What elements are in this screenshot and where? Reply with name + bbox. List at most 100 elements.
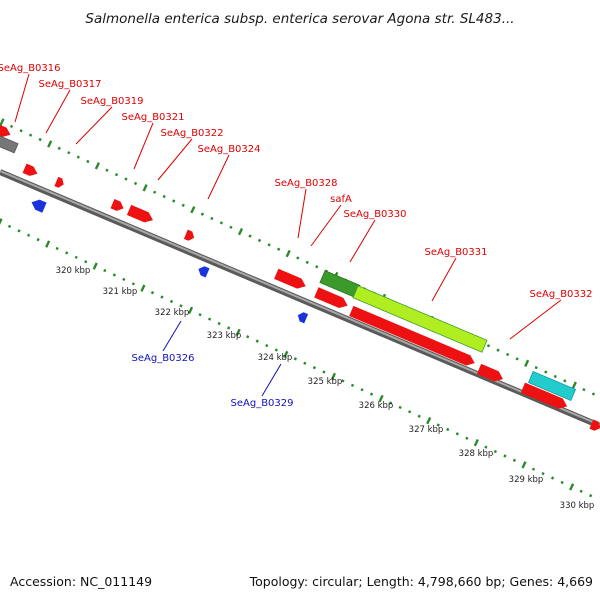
- gene-safA[interactable]: [314, 287, 350, 310]
- minor-tick: [133, 181, 138, 186]
- minor-tick: [169, 299, 174, 304]
- minor-tick: [219, 221, 223, 225]
- label-leader-line: [509, 299, 562, 340]
- backbone-highlight: [0, 170, 600, 426]
- kbp-label: 323 kbp: [207, 331, 242, 341]
- gene-SeAg_B0330-shape: [349, 305, 475, 366]
- gene-label[interactable]: SeAg_B0328: [275, 178, 338, 189]
- feature-SeAg_B0332-region[interactable]: [527, 370, 577, 402]
- minor-tick: [267, 243, 271, 247]
- minor-tick: [67, 151, 71, 155]
- outer-tick-track: [0, 118, 596, 396]
- label-leader-line: [45, 89, 71, 134]
- major-tick: [283, 350, 289, 359]
- accession-label: Accession: NC_011149: [10, 574, 152, 589]
- label-leader-line: [349, 219, 376, 263]
- minor-tick: [86, 159, 90, 164]
- feature-gray-end[interactable]: [0, 134, 19, 154]
- major-tick: [142, 184, 148, 192]
- major-tick: [524, 359, 530, 367]
- gene-label[interactable]: SeAg_B0332: [530, 289, 593, 300]
- gene-label[interactable]: SeAg_B0321: [122, 112, 185, 123]
- minor-tick: [84, 260, 88, 264]
- minor-tick: [103, 268, 107, 273]
- minor-tick: [57, 146, 61, 151]
- major-tick: [285, 249, 291, 258]
- minor-tick: [274, 348, 278, 352]
- minor-tick: [7, 224, 12, 229]
- label-leader-line: [297, 188, 307, 239]
- minor-tick: [465, 436, 469, 440]
- minor-tick: [486, 344, 491, 348]
- minor-tick: [172, 199, 176, 203]
- minor-tick: [19, 129, 23, 133]
- minor-tick: [229, 225, 233, 229]
- gene-SeAg_B0330[interactable]: [349, 305, 477, 368]
- minor-tick: [200, 212, 204, 216]
- gene-SeAg_B0324[interactable]: [183, 229, 196, 243]
- minor-tick: [210, 216, 214, 221]
- gene-SeAg_B0332[interactable]: [520, 382, 569, 412]
- gene-SeAg_B0331-cds[interactable]: [476, 363, 505, 384]
- gene-label[interactable]: SeAg_B0331: [425, 247, 488, 258]
- gene-label[interactable]: SeAg_B0316: [0, 63, 61, 74]
- gene-label[interactable]: SeAg_B0326: [132, 353, 195, 364]
- minor-tick: [112, 273, 116, 277]
- gene-safA-shape: [314, 287, 348, 308]
- gene-reverse-1-shape: [31, 199, 47, 213]
- minor-tick: [417, 414, 421, 418]
- gene-SeAg_B0317-shape: [22, 163, 38, 176]
- minor-tick: [131, 282, 135, 286]
- minor-tick: [181, 203, 185, 208]
- gene-label[interactable]: safA: [330, 194, 352, 205]
- major-tick: [426, 416, 432, 425]
- minor-tick: [74, 255, 78, 259]
- major-tick: [378, 394, 384, 403]
- minor-tick: [550, 476, 555, 480]
- gene-SeAg_B0328[interactable]: [274, 268, 308, 292]
- gene-SeAg_B0321-shape: [110, 199, 124, 211]
- gene-SeAg_B0321[interactable]: [110, 199, 126, 213]
- minor-tick: [303, 361, 307, 365]
- gene-label[interactable]: SeAg_B0317: [39, 79, 102, 90]
- gene-label[interactable]: SeAg_B0319: [81, 96, 144, 107]
- gene-SeAg_B0316-shape: [0, 124, 11, 137]
- minor-tick: [388, 401, 393, 405]
- genome-backbone: [0, 169, 600, 429]
- gene-labels: SeAg_B0316 SeAg_B0317 SeAg_B0319 SeAg_B0321…: [0, 63, 593, 409]
- gene-label[interactable]: SeAg_B0322: [161, 128, 224, 139]
- gene-label[interactable]: SeAg_B0330: [344, 209, 407, 220]
- gene-SeAg_B0322-shape: [126, 204, 153, 223]
- minor-tick: [455, 432, 459, 436]
- minor-tick: [579, 489, 583, 493]
- minor-tick: [227, 326, 231, 330]
- kbp-label: 330 kbp: [560, 501, 595, 511]
- gene-SeAg_B0326[interactable]: [196, 264, 210, 278]
- minor-tick: [55, 246, 59, 251]
- gene-edge[interactable]: [589, 419, 600, 432]
- minor-tick: [591, 392, 596, 396]
- inner-tick-track: [0, 218, 593, 498]
- major-tick: [0, 218, 3, 225]
- gene-SeAg_B0317[interactable]: [22, 163, 40, 179]
- minor-tick: [122, 277, 126, 282]
- gene-SeAg_B0319[interactable]: [54, 176, 65, 189]
- gene-SeAg_B0322[interactable]: [126, 204, 155, 225]
- gene-SeAg_B0328-shape: [274, 268, 306, 289]
- gene-SeAg_B0316[interactable]: [0, 124, 12, 140]
- gene-SeAg_B0324-shape: [183, 229, 195, 241]
- feature-SeAg_B0331-region[interactable]: [352, 285, 488, 353]
- minor-tick: [312, 366, 317, 370]
- gene-label[interactable]: SeAg_B0329: [231, 398, 294, 409]
- major-tick: [571, 381, 577, 389]
- minor-tick: [531, 467, 536, 471]
- gene-label[interactable]: SeAg_B0324: [198, 144, 261, 155]
- major-tick: [45, 240, 51, 248]
- minor-tick: [293, 357, 297, 361]
- gene-SeAg_B0329[interactable]: [296, 311, 309, 324]
- gene-SeAg_B0331-cds-shape: [476, 363, 503, 382]
- gene-reverse-1[interactable]: [29, 197, 47, 213]
- minor-tick: [369, 392, 374, 396]
- minor-tick: [277, 247, 281, 251]
